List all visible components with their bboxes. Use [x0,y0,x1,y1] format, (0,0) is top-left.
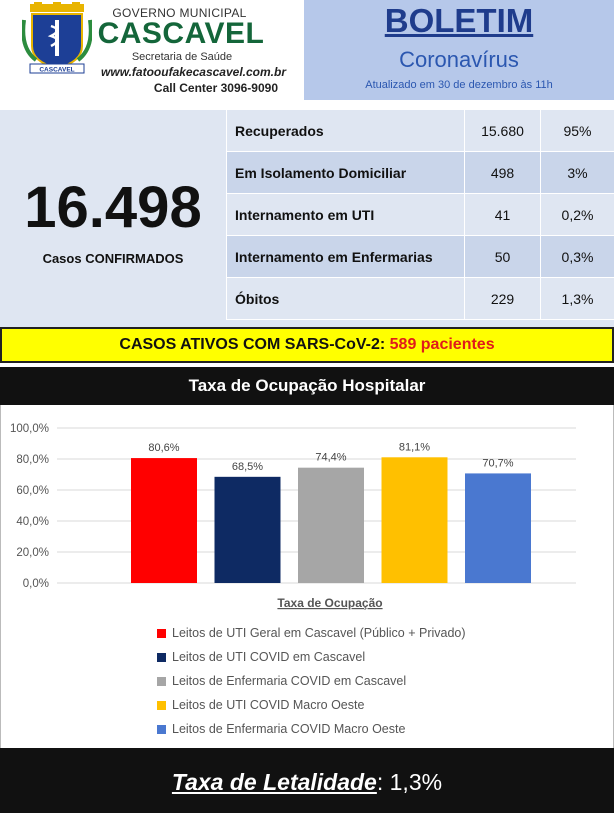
bar-data-label: 81,1% [399,441,430,453]
stat-value: 50 [464,236,540,278]
legend-item: Leitos de UTI COVID em Cascavel [157,645,577,669]
bar-3 [298,467,364,583]
bar-2 [214,476,281,583]
chart-header: Taxa de Ocupação Hospitalar [0,367,614,405]
bar-data-label: 70,7% [482,457,513,469]
legend-label: Leitos de Enfermaria COVID em Cascavel [172,674,407,688]
stat-percent: 1,3% [540,278,614,320]
stat-label: Em Isolamento Domiciliar [226,152,464,194]
x-axis-label: Taxa de Ocupação [277,596,382,610]
stat-value: 41 [464,194,540,236]
stat-label: Internamento em Enfermarias [226,236,464,278]
stat-percent: 0,3% [540,236,614,278]
stat-value: 229 [464,278,540,320]
bar-data-label: 74,4% [315,452,346,464]
stat-percent: 3% [540,152,614,194]
stats-section: 16.498 Casos CONFIRMADOS Recuperados 15.… [0,110,614,327]
legend-label: Leitos de UTI COVID Macro Oeste [172,698,365,712]
legend-swatch [157,628,166,638]
stat-label: Recuperados [226,110,464,152]
call-center: Call Center 3096-9090 [153,81,278,95]
y-tick-label: 0,0% [23,578,49,590]
stats-row-enfermarias: Internamento em Enfermarias 50 0,3% [226,236,614,278]
bar-5 [465,473,531,583]
stats-row-uti: Internamento em UTI 41 0,2% [226,194,614,236]
y-tick-label: 80,0% [16,454,49,466]
stat-value: 15.680 [464,110,540,152]
stats-row-isolamento: Em Isolamento Domiciliar 498 3% [226,152,614,194]
website-link[interactable]: www.fatooufakecascavel.com.br [101,65,286,79]
chart-legend: Leitos de UTI Geral em Cascavel (Público… [157,621,577,741]
city-name: CASCAVEL [97,17,265,50]
seal-text: CASCAVEL [39,67,74,74]
boletim-box: BOLETIM Coronavírus Atualizado em 30 de … [304,0,614,100]
legend-item: Leitos de Enfermaria COVID em Cascavel [157,669,577,693]
y-tick-label: 60,0% [16,485,49,497]
stat-label: Óbitos [226,278,464,320]
stat-percent: 0,2% [540,194,614,236]
stats-row-recuperados: Recuperados 15.680 95% [226,110,614,152]
stat-value: 498 [464,152,540,194]
legend-swatch [157,724,166,734]
secretaria-name: Secretaria de Saúde [131,51,233,63]
government-title: GOVERNO MUNICIPAL [112,6,247,20]
legend-swatch [157,676,166,686]
lethality-footer: Taxa de Letalidade: 1,3% [0,748,614,813]
legend-swatch [157,700,166,710]
bar-data-label: 80,6% [148,442,179,454]
stats-row-obitos: Óbitos 229 1,3% [226,278,614,320]
legend-swatch [157,652,166,662]
stat-label: Internamento em UTI [226,194,464,236]
confirmed-count: 16.498 [24,175,202,240]
active-cases-label: CASOS ATIVOS COM SARS-CoV-2: [119,336,386,353]
legend-label: Leitos de UTI Geral em Cascavel (Público… [172,626,466,640]
stats-table: Recuperados 15.680 95% Em Isolamento Dom… [226,110,614,320]
active-cases-banner: CASOS ATIVOS COM SARS-CoV-2: 589 pacient… [0,327,614,363]
confirmed-panel: 16.498 Casos CONFIRMADOS [0,110,226,327]
bar-4 [381,457,448,583]
y-tick-label: 20,0% [16,547,49,559]
y-tick-label: 100,0% [10,423,49,435]
y-tick-label: 40,0% [16,516,49,528]
stat-percent: 95% [540,110,614,152]
boletim-title: BOLETIM [384,2,534,39]
bar-1 [131,458,197,583]
legend-label: Leitos de Enfermaria COVID Macro Oeste [172,722,406,736]
occupancy-bar-chart: 0,0% 20,0% 40,0% 60,0% 80,0% 100,0% 80,6% 68,5%… [10,423,576,610]
legend-item: Leitos de UTI COVID Macro Oeste [157,693,577,717]
active-cases-value: 589 pacientes [389,336,495,353]
legend-item: Leitos de UTI Geral em Cascavel (Público… [157,621,577,645]
boletim-subtitle: Coronavírus [399,47,519,72]
city-seal-logo: CASCAVEL [22,2,92,74]
legend-label: Leitos de UTI COVID em Cascavel [172,650,366,664]
header: CASCAVEL GOVERNO MUNICIPAL CASCAVEL Secr… [0,0,614,106]
bar-data-label: 68,5% [232,461,263,473]
lethality-value: : 1,3% [376,769,443,795]
update-date: Atualizado em 30 de dezembro às 11h [365,79,553,91]
legend-item: Leitos de Enfermaria COVID Macro Oeste [157,717,577,741]
chart-area: 0,0% 20,0% 40,0% 60,0% 80,0% 100,0% 80,6% 68,5%… [0,405,614,748]
lethality-label: Taxa de Letalidade [171,769,377,795]
confirmed-label: Casos CONFIRMADOS [42,251,184,266]
